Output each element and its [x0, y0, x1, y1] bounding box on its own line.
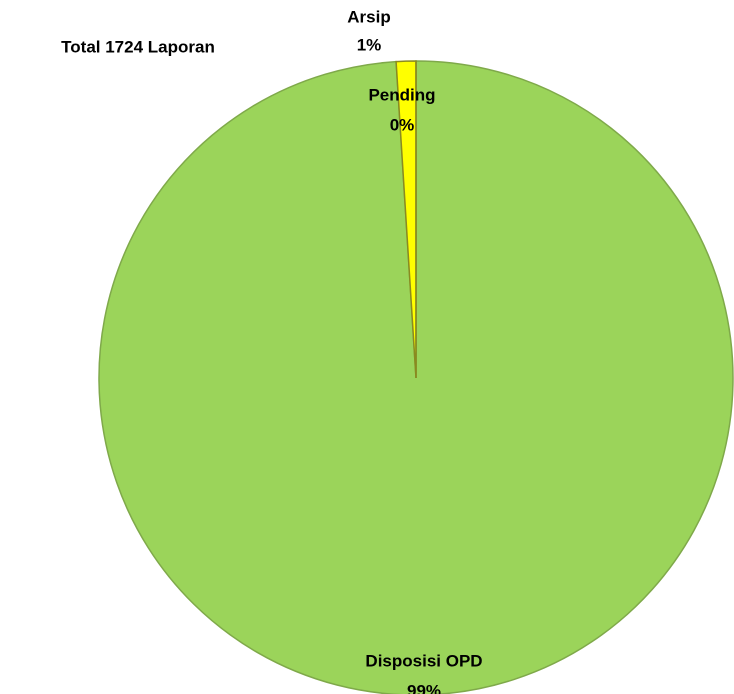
data-label-value: 0% — [390, 115, 415, 134]
data-label-name: Disposisi OPD — [365, 651, 482, 670]
data-label-name: Arsip — [347, 7, 390, 26]
data-label-name: Pending — [368, 85, 435, 104]
pie-slice — [98, 60, 734, 694]
data-label-value: 99% — [407, 681, 441, 694]
chart-title: Total 1724 Laporan — [61, 37, 215, 56]
data-label-value: 1% — [357, 35, 382, 54]
